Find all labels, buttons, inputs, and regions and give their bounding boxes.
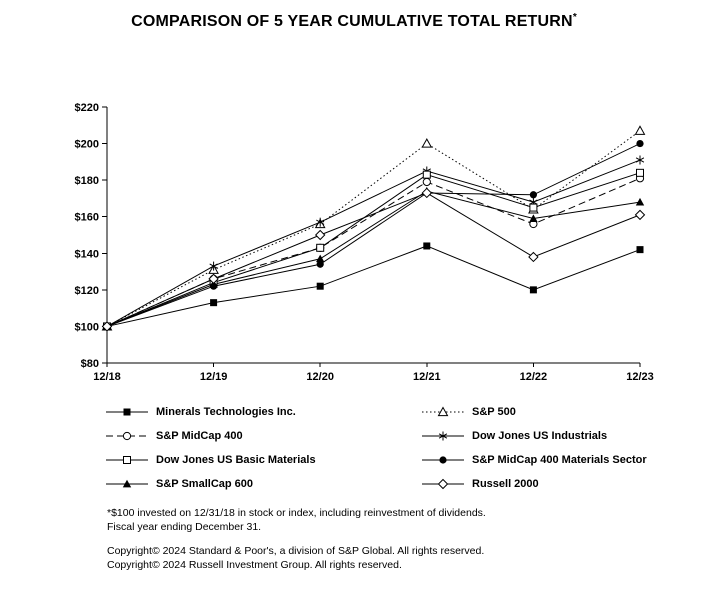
copyright-line: Copyright© 2024 Russell Investment Group…	[107, 558, 402, 571]
open-square-legend-marker-icon	[106, 456, 148, 464]
svg-text:$200: $200	[75, 139, 99, 151]
svg-text:$120: $120	[75, 285, 99, 297]
svg-text:12/21: 12/21	[413, 371, 441, 383]
legend-item: S&P SmallCap 600	[105, 476, 421, 492]
svg-text:$180: $180	[75, 175, 99, 187]
legend-item: Minerals Technologies Inc.	[105, 404, 421, 420]
svg-text:$100: $100	[75, 321, 99, 333]
chart-svg: $80 $100 $120 $140 $160 $180 $200 $220 12/18 12/1…	[75, 102, 654, 383]
open-circle-legend-marker-icon	[106, 431, 148, 441]
svg-text:$80: $80	[81, 358, 99, 370]
legend-label: Russell 2000	[472, 478, 539, 490]
svg-text:12/23: 12/23	[626, 371, 654, 383]
legend-label: S&P MidCap 400	[156, 430, 243, 442]
chart-title-footnote-marker: *	[572, 12, 577, 23]
legend-label: Minerals Technologies Inc.	[156, 406, 296, 418]
legend-item: S&P MidCap 400 Materials Sector	[421, 452, 647, 468]
open-diamond-legend-marker-icon	[422, 478, 464, 490]
chart-legend: Minerals Technologies Inc. S&P 500 S&P Mid…	[105, 404, 647, 492]
filled-square-legend-marker-icon	[106, 408, 148, 416]
footnote-line: *$100 invested on 12/31/18 in stock or i…	[107, 507, 486, 519]
footnotes: *$100 invested on 12/31/18 in stock or i…	[107, 507, 486, 534]
svg-text:12/20: 12/20	[306, 371, 334, 383]
legend-label: S&P MidCap 400 Materials Sector	[472, 454, 647, 466]
legend-label: S&P 500	[472, 406, 516, 418]
svg-text:$140: $140	[75, 248, 99, 260]
svg-text:12/19: 12/19	[200, 371, 228, 383]
chart-title-text: COMPARISON OF 5 YEAR CUMULATIVE TOTAL RE…	[131, 13, 573, 30]
legend-item: Dow Jones US Industrials	[421, 428, 647, 444]
svg-text:$160: $160	[75, 212, 99, 224]
asterisk-legend-marker-icon	[422, 431, 464, 441]
legend-item: S&P MidCap 400	[105, 428, 421, 444]
filled-circle-legend-marker-icon	[422, 456, 464, 464]
filled-triangle-legend-marker-icon	[106, 479, 148, 488]
legend-item: Russell 2000	[421, 476, 647, 492]
open-triangle-legend-marker-icon	[422, 406, 464, 417]
copyright-line: Copyright© 2024 Standard & Poor's, a div…	[107, 545, 485, 557]
svg-text:12/18: 12/18	[93, 371, 121, 383]
chart-title: COMPARISON OF 5 YEAR CUMULATIVE TOTAL RE…	[0, 12, 708, 31]
legend-label: Dow Jones US Industrials	[472, 430, 608, 442]
legend-label: Dow Jones US Basic Materials	[156, 454, 316, 466]
copyright-lines: Copyright© 2024 Standard & Poor's, a div…	[107, 545, 484, 572]
svg-text:$220: $220	[75, 102, 99, 114]
legend-item: Dow Jones US Basic Materials	[105, 452, 421, 468]
legend-item: S&P 500	[421, 404, 647, 420]
svg-text:12/22: 12/22	[520, 371, 548, 383]
footnote-line: Fiscal year ending December 31.	[107, 520, 262, 533]
legend-label: S&P SmallCap 600	[156, 478, 254, 490]
